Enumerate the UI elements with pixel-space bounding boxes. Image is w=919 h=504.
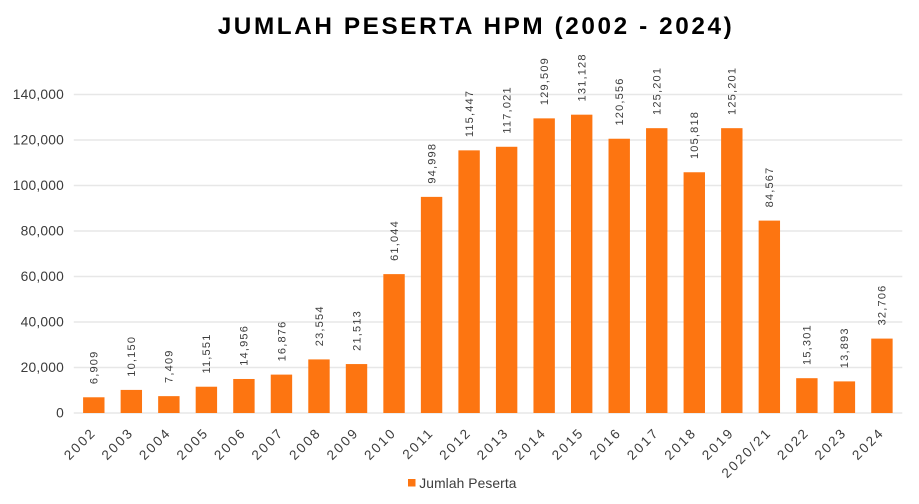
- svg-text:10,150: 10,150: [126, 336, 138, 377]
- svg-text:60,000: 60,000: [21, 269, 65, 284]
- svg-text:Jumlah Peserta: Jumlah Peserta: [419, 476, 516, 491]
- svg-text:125,201: 125,201: [727, 67, 739, 115]
- svg-text:117,021: 117,021: [501, 86, 513, 133]
- svg-text:7,409: 7,409: [164, 349, 176, 383]
- svg-text:84,567: 84,567: [764, 167, 776, 208]
- svg-text:125,201: 125,201: [652, 67, 664, 115]
- svg-text:129,509: 129,509: [539, 57, 551, 105]
- svg-text:13,893: 13,893: [839, 327, 851, 368]
- svg-text:23,554: 23,554: [314, 305, 326, 346]
- svg-text:0: 0: [56, 406, 64, 421]
- svg-text:6,909: 6,909: [89, 351, 101, 385]
- svg-text:94,998: 94,998: [426, 143, 438, 184]
- svg-text:20,000: 20,000: [21, 360, 65, 375]
- svg-text:120,556: 120,556: [614, 77, 626, 125]
- svg-text:14,956: 14,956: [239, 325, 251, 366]
- svg-text:32,706: 32,706: [877, 285, 889, 326]
- svg-text:15,301: 15,301: [802, 324, 814, 365]
- svg-text:61,044: 61,044: [389, 220, 401, 261]
- svg-text:140,000: 140,000: [13, 87, 64, 102]
- svg-text:100,000: 100,000: [13, 178, 64, 193]
- svg-text:JUMLAH PESERTA HPM (2002 - 202: JUMLAH PESERTA HPM (2002 - 2024): [218, 13, 735, 40]
- svg-text:131,128: 131,128: [576, 53, 588, 101]
- svg-text:16,876: 16,876: [276, 321, 288, 362]
- svg-text:80,000: 80,000: [21, 224, 65, 239]
- svg-text:11,551: 11,551: [201, 333, 213, 373]
- svg-text:105,818: 105,818: [689, 111, 701, 159]
- svg-text:115,447: 115,447: [464, 90, 476, 137]
- svg-text:40,000: 40,000: [21, 315, 65, 330]
- svg-text:21,513: 21,513: [351, 310, 363, 351]
- svg-text:120,000: 120,000: [13, 133, 64, 148]
